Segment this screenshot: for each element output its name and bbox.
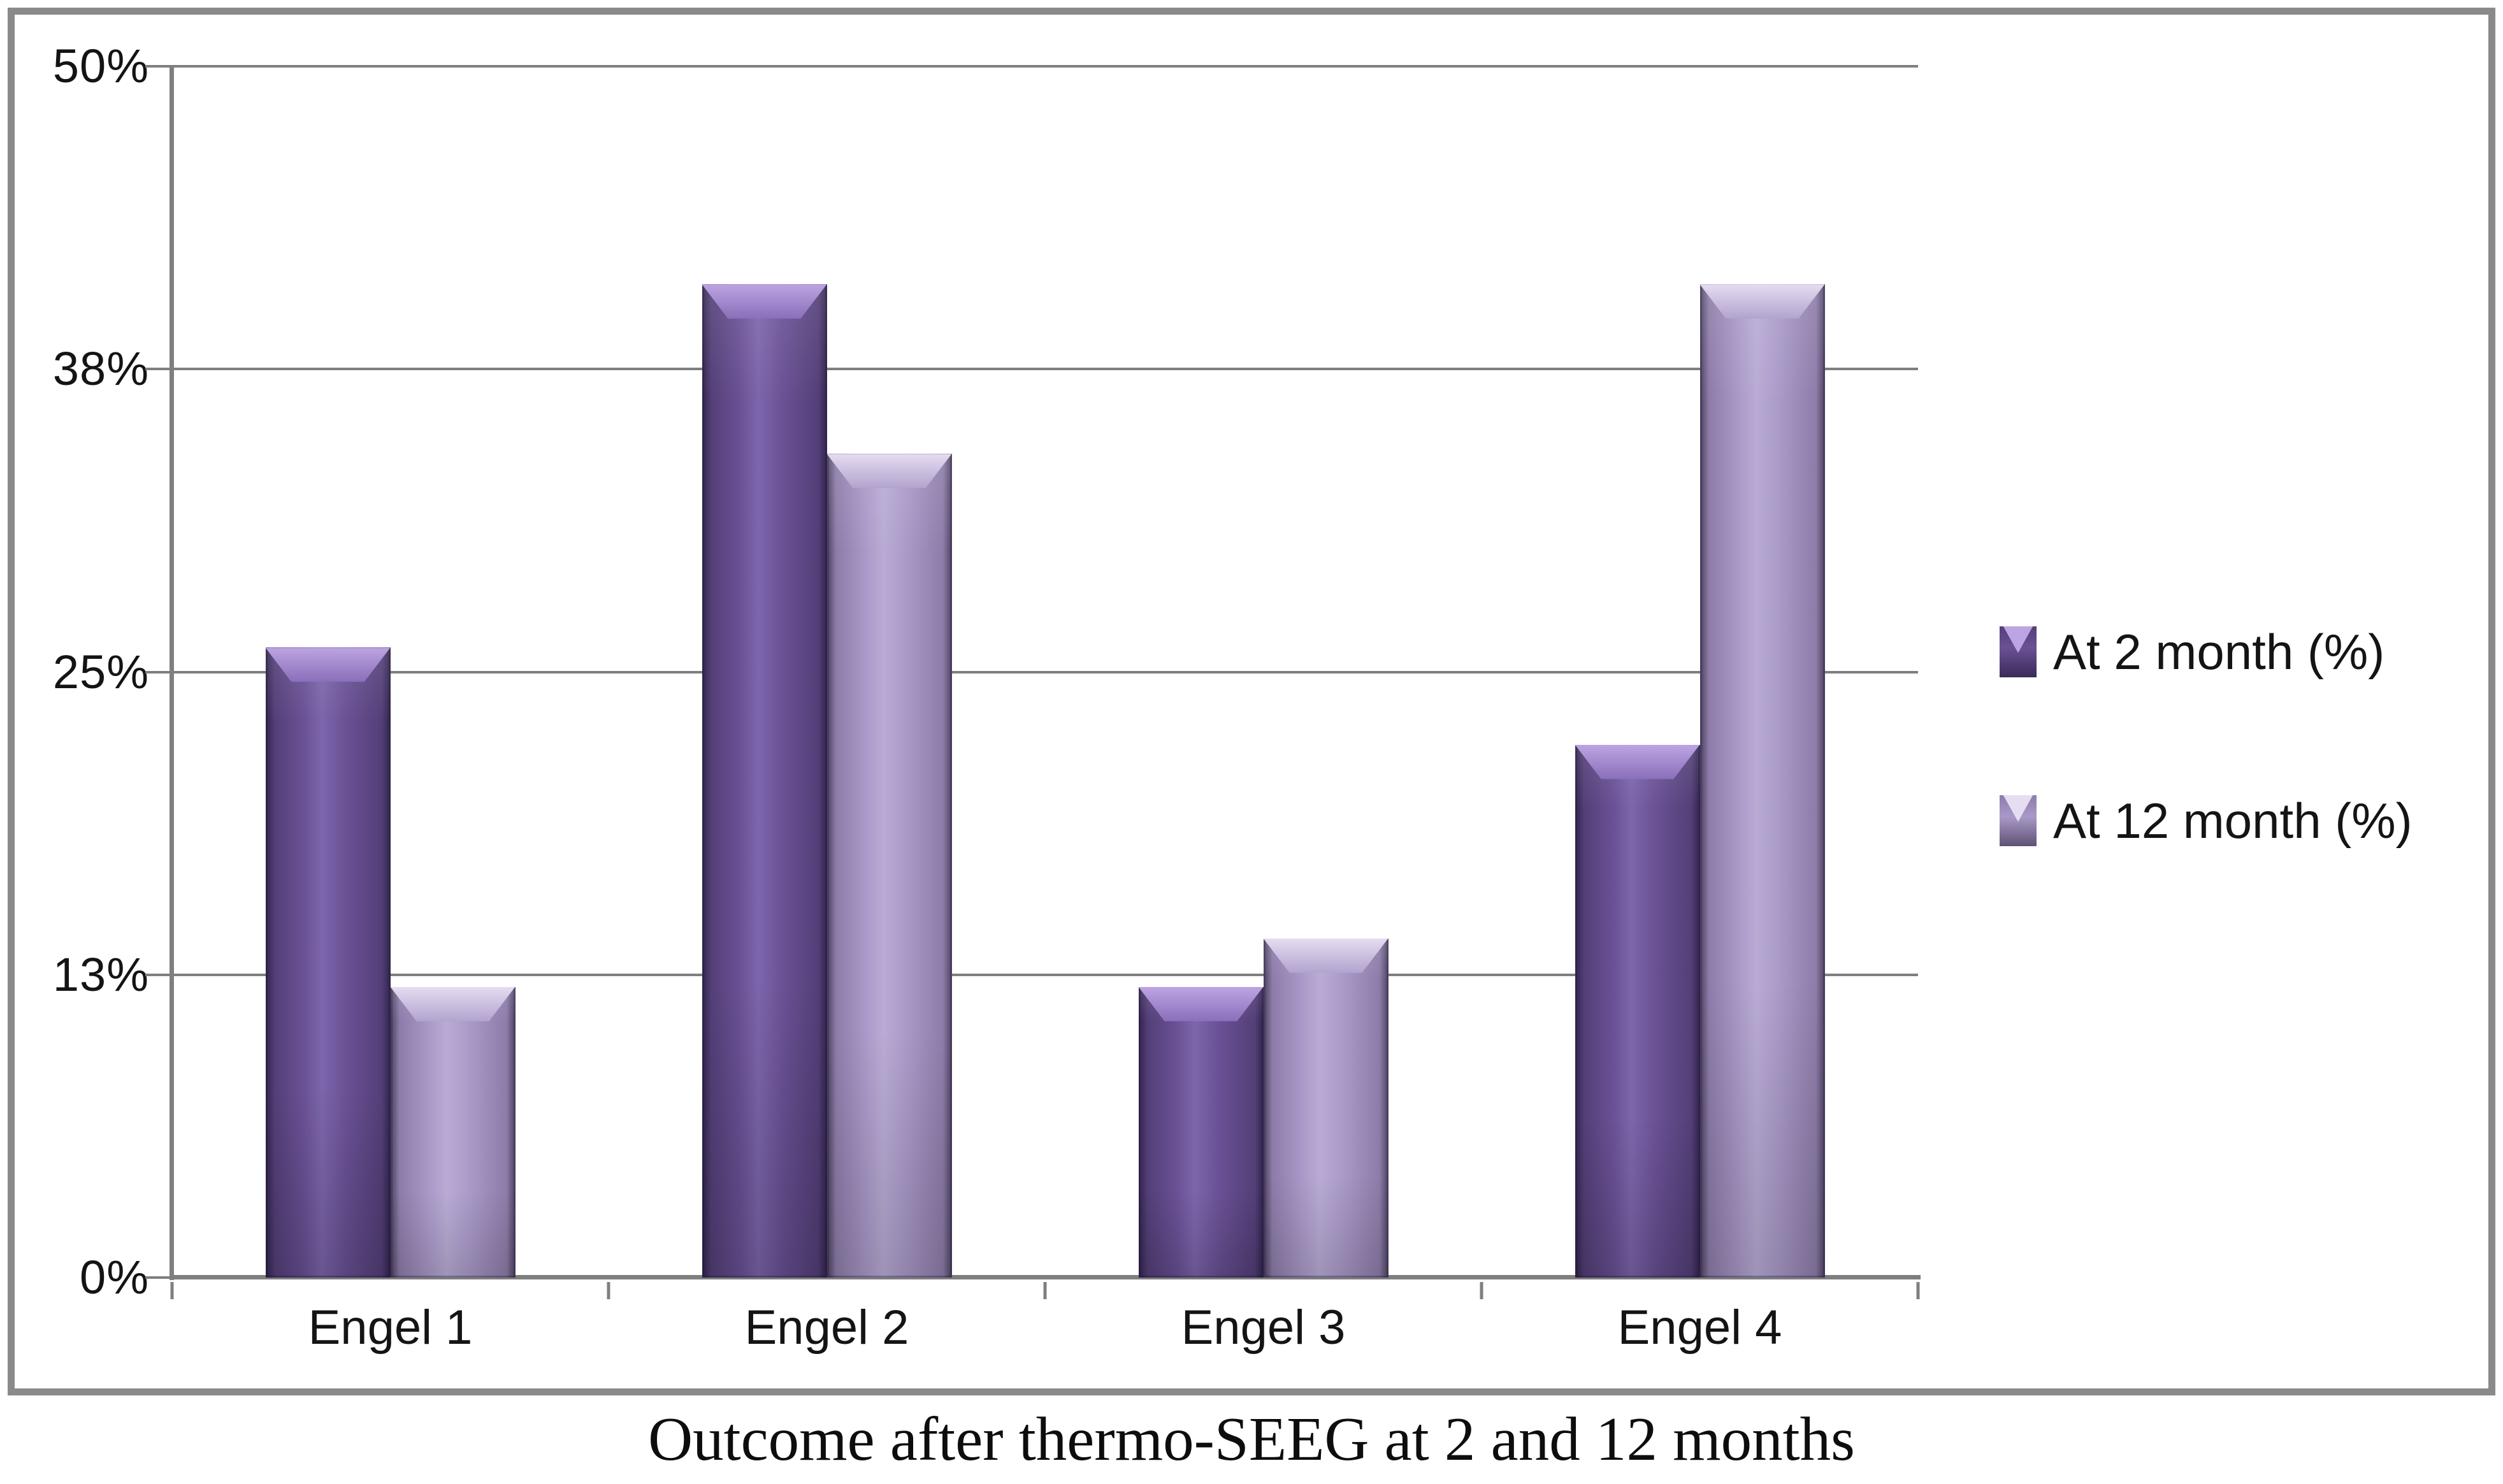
y-tick-label: 13% bbox=[52, 947, 149, 1001]
bar-body bbox=[1263, 938, 1389, 1278]
bar-group-engel-3 bbox=[1045, 66, 1482, 1278]
y-axis-tick bbox=[145, 368, 170, 371]
gridline bbox=[172, 65, 1918, 68]
legend-swatch-bevel bbox=[2003, 626, 2033, 653]
bar-group-engel-1 bbox=[172, 66, 609, 1278]
y-tick-label: 38% bbox=[52, 342, 149, 396]
bar-body bbox=[265, 647, 391, 1278]
y-axis-line bbox=[170, 65, 174, 1280]
x-axis-line bbox=[170, 1275, 1921, 1279]
gridline bbox=[172, 368, 1918, 371]
bar-group-engel-4 bbox=[1482, 66, 1918, 1278]
y-tick-label: 0% bbox=[80, 1251, 149, 1304]
x-category-label: Engel 1 bbox=[308, 1300, 473, 1355]
y-tick-label: 50% bbox=[52, 40, 149, 92]
legend-label: At 12 month (%) bbox=[2053, 793, 2413, 849]
bar-group-engel-2 bbox=[609, 66, 1045, 1278]
y-axis-tick bbox=[145, 670, 170, 674]
gridline bbox=[172, 973, 1918, 976]
bar-engel-2-2mo bbox=[702, 284, 827, 1278]
bar-engel-2-12mo bbox=[826, 454, 952, 1278]
y-axis-tick bbox=[145, 65, 170, 68]
bar-engel-4-2mo bbox=[1575, 744, 1700, 1278]
y-axis-labels: 0% 13% 25% 38% 50% bbox=[0, 43, 149, 1301]
x-axis-tick bbox=[1916, 1282, 1920, 1299]
x-category-label: Engel 3 bbox=[1181, 1300, 1346, 1355]
legend-swatch-bevel bbox=[2003, 795, 2033, 822]
bar-engel-3-2mo bbox=[1138, 986, 1264, 1278]
bar-body bbox=[702, 284, 827, 1278]
bar-body bbox=[1138, 986, 1264, 1278]
gridline bbox=[172, 670, 1918, 674]
legend-swatch-icon bbox=[2000, 626, 2037, 677]
bar-engel-1-2mo bbox=[265, 647, 391, 1278]
bar-body bbox=[390, 986, 516, 1278]
x-category-label: Engel 4 bbox=[1617, 1300, 1782, 1355]
y-axis-tick bbox=[145, 1276, 170, 1279]
legend-item: At 12 month (%) bbox=[2000, 795, 2413, 847]
legend: At 2 month (%) At 12 month (%) bbox=[2000, 626, 2413, 847]
y-tick-label: 25% bbox=[52, 645, 149, 698]
legend-item: At 2 month (%) bbox=[2000, 626, 2413, 678]
chart-caption: Outcome after thermo-SEEG at 2 and 12 mo… bbox=[648, 1405, 1855, 1473]
x-axis-category-labels: Engel 1 Engel 2 Engel 3 Engel 4 bbox=[172, 1304, 1918, 1367]
y-axis-tick bbox=[145, 973, 170, 976]
bar-engel-1-12mo bbox=[390, 986, 516, 1278]
legend-swatch-icon bbox=[2000, 795, 2037, 846]
x-axis-tick bbox=[607, 1282, 610, 1299]
x-axis-tick bbox=[1043, 1282, 1047, 1299]
bar-body bbox=[1575, 744, 1700, 1278]
x-category-label: Engel 2 bbox=[744, 1300, 909, 1355]
bar-engel-3-12mo bbox=[1263, 938, 1389, 1278]
plot-area bbox=[145, 65, 1921, 1299]
bar-body bbox=[826, 454, 952, 1278]
bar-engel-4-12mo bbox=[1699, 284, 1825, 1278]
x-axis-tick bbox=[170, 1282, 174, 1299]
x-axis-tick bbox=[1480, 1282, 1483, 1299]
legend-label: At 2 month (%) bbox=[2053, 624, 2385, 680]
bar-body bbox=[1699, 284, 1825, 1278]
